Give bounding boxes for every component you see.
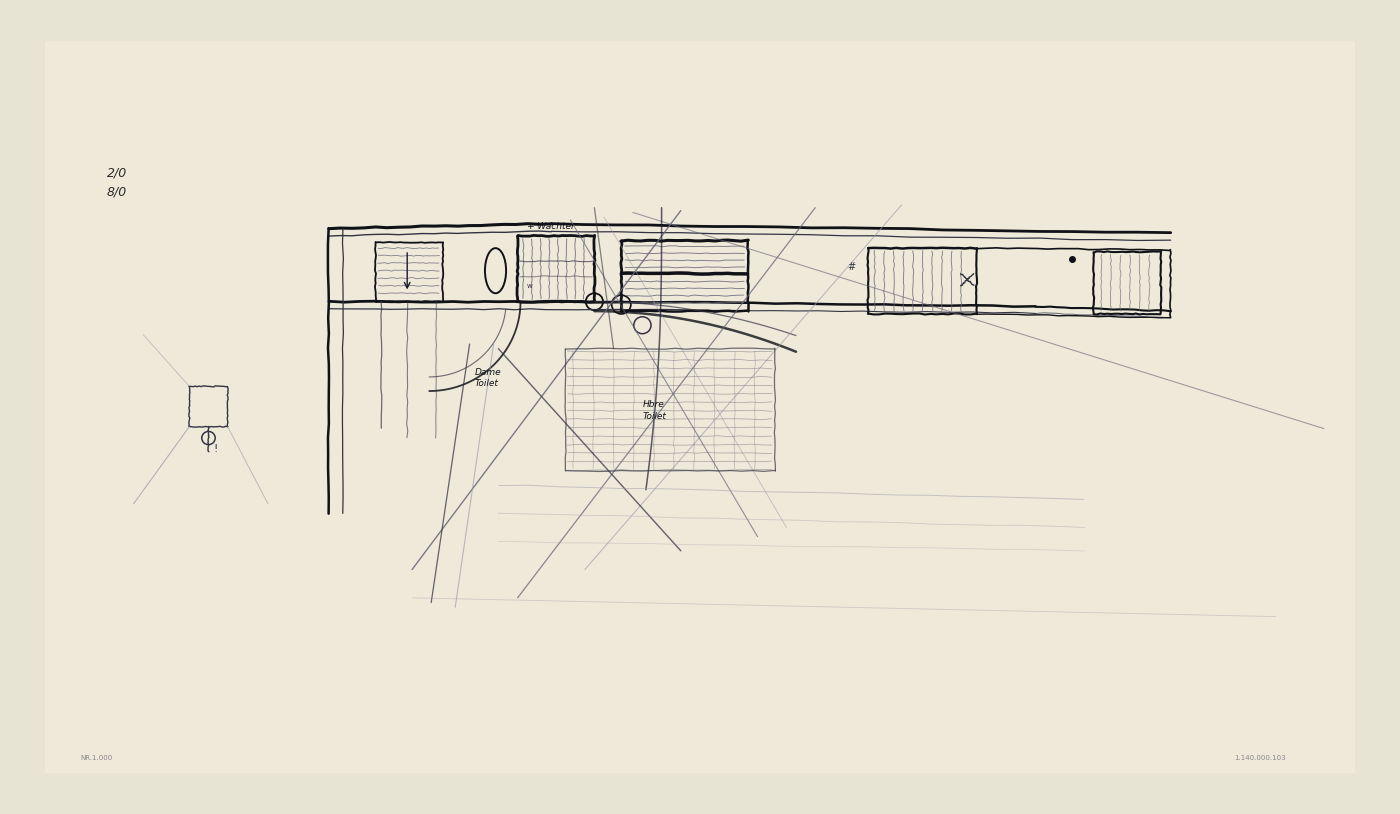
Text: + Wachter: + Wachter (528, 222, 575, 231)
Text: !: ! (213, 444, 217, 454)
Text: 8/0: 8/0 (106, 186, 127, 199)
Text: Dame
Toilet: Dame Toilet (475, 367, 501, 387)
Text: 1.140.000.103: 1.140.000.103 (1233, 755, 1285, 760)
Text: 2/0: 2/0 (106, 166, 127, 179)
Text: #: # (847, 262, 855, 272)
Text: w: w (528, 282, 533, 289)
Text: NR.1.000: NR.1.000 (81, 755, 113, 760)
Text: Hbre
Toilet: Hbre Toilet (643, 400, 666, 421)
